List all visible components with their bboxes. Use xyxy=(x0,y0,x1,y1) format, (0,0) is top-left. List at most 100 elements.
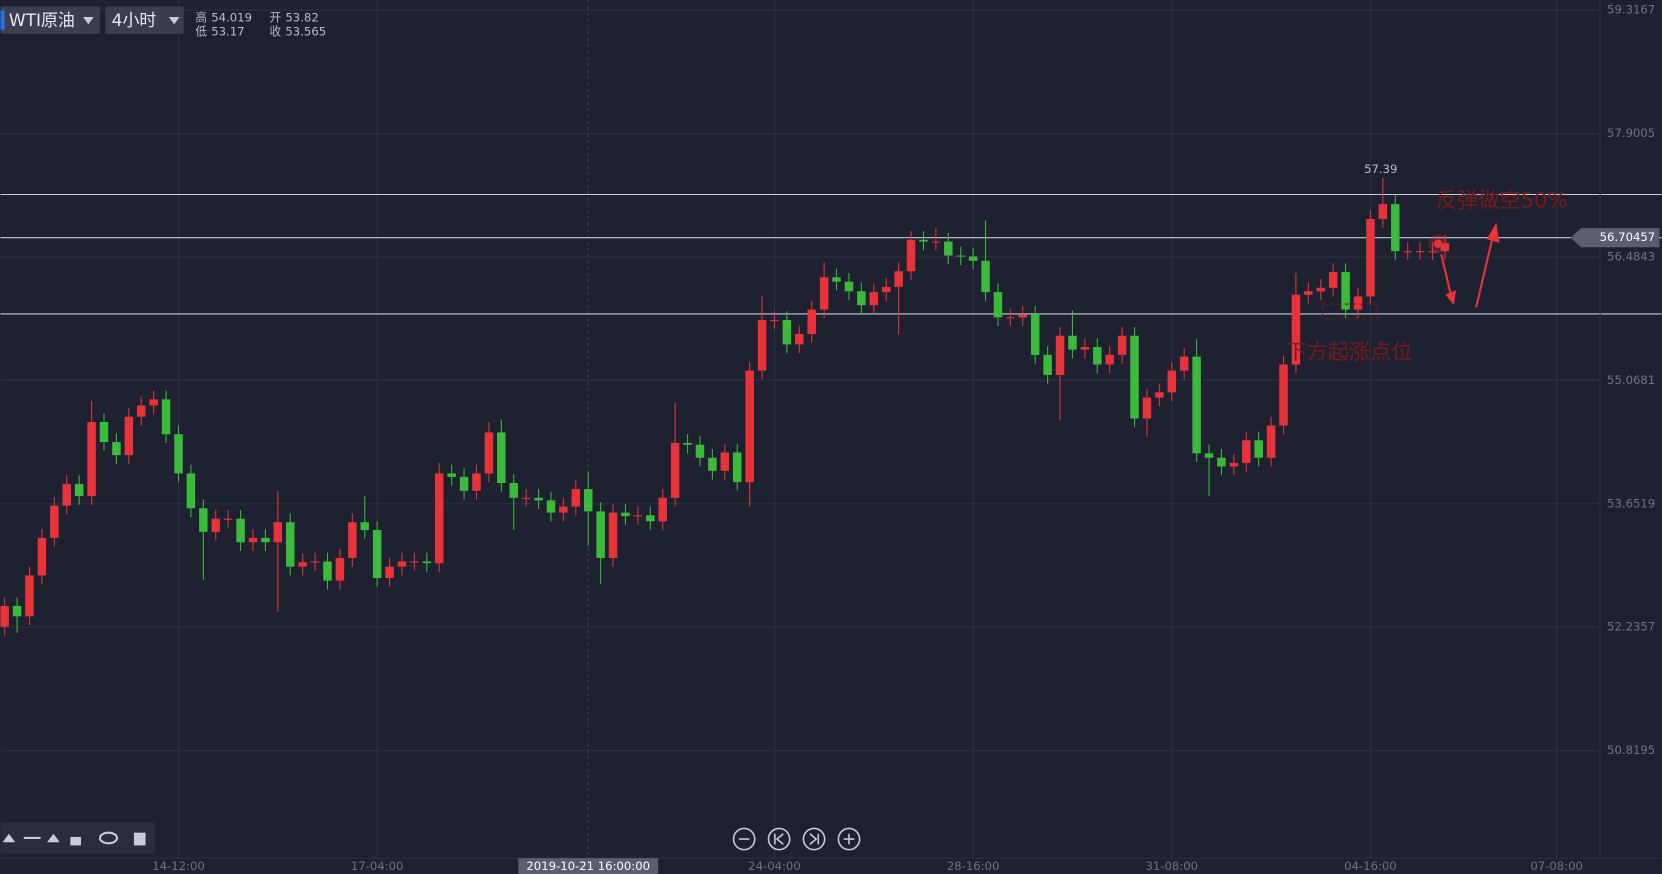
candle-body xyxy=(1415,251,1425,253)
candle-body xyxy=(25,575,34,617)
x-tick-label: 04-16:00 xyxy=(1344,859,1397,873)
candle-body xyxy=(149,399,158,406)
x-tick-label: 24-04:00 xyxy=(748,859,801,873)
candle-body xyxy=(174,434,183,474)
candle-body xyxy=(223,518,233,520)
candle-body xyxy=(571,489,581,507)
scroll-end[interactable] xyxy=(802,827,826,851)
candle-body xyxy=(1217,457,1226,467)
candle-body xyxy=(1304,291,1313,295)
low-label: 低 xyxy=(195,24,207,38)
candle-body xyxy=(1030,314,1040,355)
candle-body xyxy=(397,561,407,567)
candle-body xyxy=(1279,364,1288,426)
candle-body xyxy=(1291,294,1301,365)
candle-body xyxy=(944,241,953,256)
candle-body xyxy=(720,452,730,471)
nav-buttons xyxy=(732,827,861,851)
candle-body xyxy=(621,512,630,517)
price-dot xyxy=(1433,239,1443,248)
trash-icon[interactable] xyxy=(133,832,146,846)
y-tick-label: 52.2357 xyxy=(1607,620,1655,634)
y-tick-label: 57.9005 xyxy=(1607,126,1655,140)
zoom-in[interactable] xyxy=(837,827,861,851)
candle-body xyxy=(1192,356,1201,454)
candle-body xyxy=(422,561,432,564)
instrument-marker xyxy=(0,10,5,30)
zoom-out[interactable] xyxy=(732,827,756,851)
candle-body xyxy=(795,333,804,345)
candle-body xyxy=(1043,354,1052,375)
candle-body xyxy=(1366,218,1375,297)
candle-body xyxy=(1130,335,1139,419)
candle-body xyxy=(1155,392,1164,398)
y-tick-label: 59.3167 xyxy=(1607,3,1655,17)
high-label: 高 xyxy=(195,11,207,25)
candle-body xyxy=(161,399,171,435)
candle-body xyxy=(956,255,965,257)
candle-body xyxy=(99,421,109,443)
candle-body xyxy=(1316,287,1326,292)
candle-body xyxy=(360,522,369,531)
candle-body xyxy=(1229,462,1239,467)
close-label: 收 xyxy=(270,24,282,38)
candle-body xyxy=(695,444,705,458)
candle-body xyxy=(1105,354,1114,365)
arrow xyxy=(1440,254,1453,299)
candle-body xyxy=(261,537,270,543)
candle-body xyxy=(546,500,556,513)
candle-body xyxy=(534,497,543,501)
open-value: 53.82 xyxy=(285,11,318,25)
candle-body xyxy=(993,292,1003,318)
tool-icon[interactable] xyxy=(2,833,16,843)
candle-body xyxy=(521,497,531,499)
instrument-name: WTI原油 xyxy=(9,10,75,30)
candle-body xyxy=(919,239,928,242)
candle-body xyxy=(62,483,71,506)
candle-body xyxy=(12,605,22,617)
arrow-head xyxy=(1486,222,1500,243)
interval-name: 4小时 xyxy=(112,10,157,30)
lock-icon[interactable] xyxy=(70,836,81,846)
candle-body xyxy=(708,457,717,471)
arrow xyxy=(1475,234,1495,308)
candle-body xyxy=(1117,335,1127,355)
candle-body xyxy=(670,442,680,498)
candle-body xyxy=(112,442,121,456)
candle-body xyxy=(50,505,59,538)
candle-body xyxy=(1142,397,1152,419)
price-tag xyxy=(1570,228,1660,248)
candle-body xyxy=(497,432,506,484)
arrow-head xyxy=(1445,290,1457,306)
y-tick-label: 50.8195 xyxy=(1607,743,1655,757)
candle-body xyxy=(1428,251,1437,253)
candle-body xyxy=(124,416,134,456)
tool-icon[interactable] xyxy=(47,833,60,843)
zone-box xyxy=(1322,303,1379,320)
instrument-select[interactable] xyxy=(0,6,101,34)
scroll-start[interactable] xyxy=(767,827,791,851)
x-tick-label: 14-12:00 xyxy=(152,859,205,873)
crosshair-label: 2019-10-21 16:00:00 xyxy=(526,859,650,873)
candle-body xyxy=(782,320,792,345)
candle-body xyxy=(819,277,829,310)
candle-body xyxy=(410,561,419,563)
candle-body xyxy=(1167,370,1177,393)
x-tick-label: 28-16:00 xyxy=(947,859,1000,873)
candle-body xyxy=(385,566,394,578)
interval-select[interactable] xyxy=(105,6,184,34)
candle-body xyxy=(1266,425,1276,458)
candle-body xyxy=(832,277,841,282)
candle-body xyxy=(981,260,990,293)
eye-icon[interactable] xyxy=(98,831,119,845)
candle-body xyxy=(1440,243,1450,252)
candle-body xyxy=(1242,440,1251,463)
candle-body xyxy=(894,271,903,287)
dropdown-arrow xyxy=(168,16,180,25)
candle-body xyxy=(137,405,146,417)
candle-body xyxy=(236,518,245,543)
candle-body xyxy=(74,483,84,497)
